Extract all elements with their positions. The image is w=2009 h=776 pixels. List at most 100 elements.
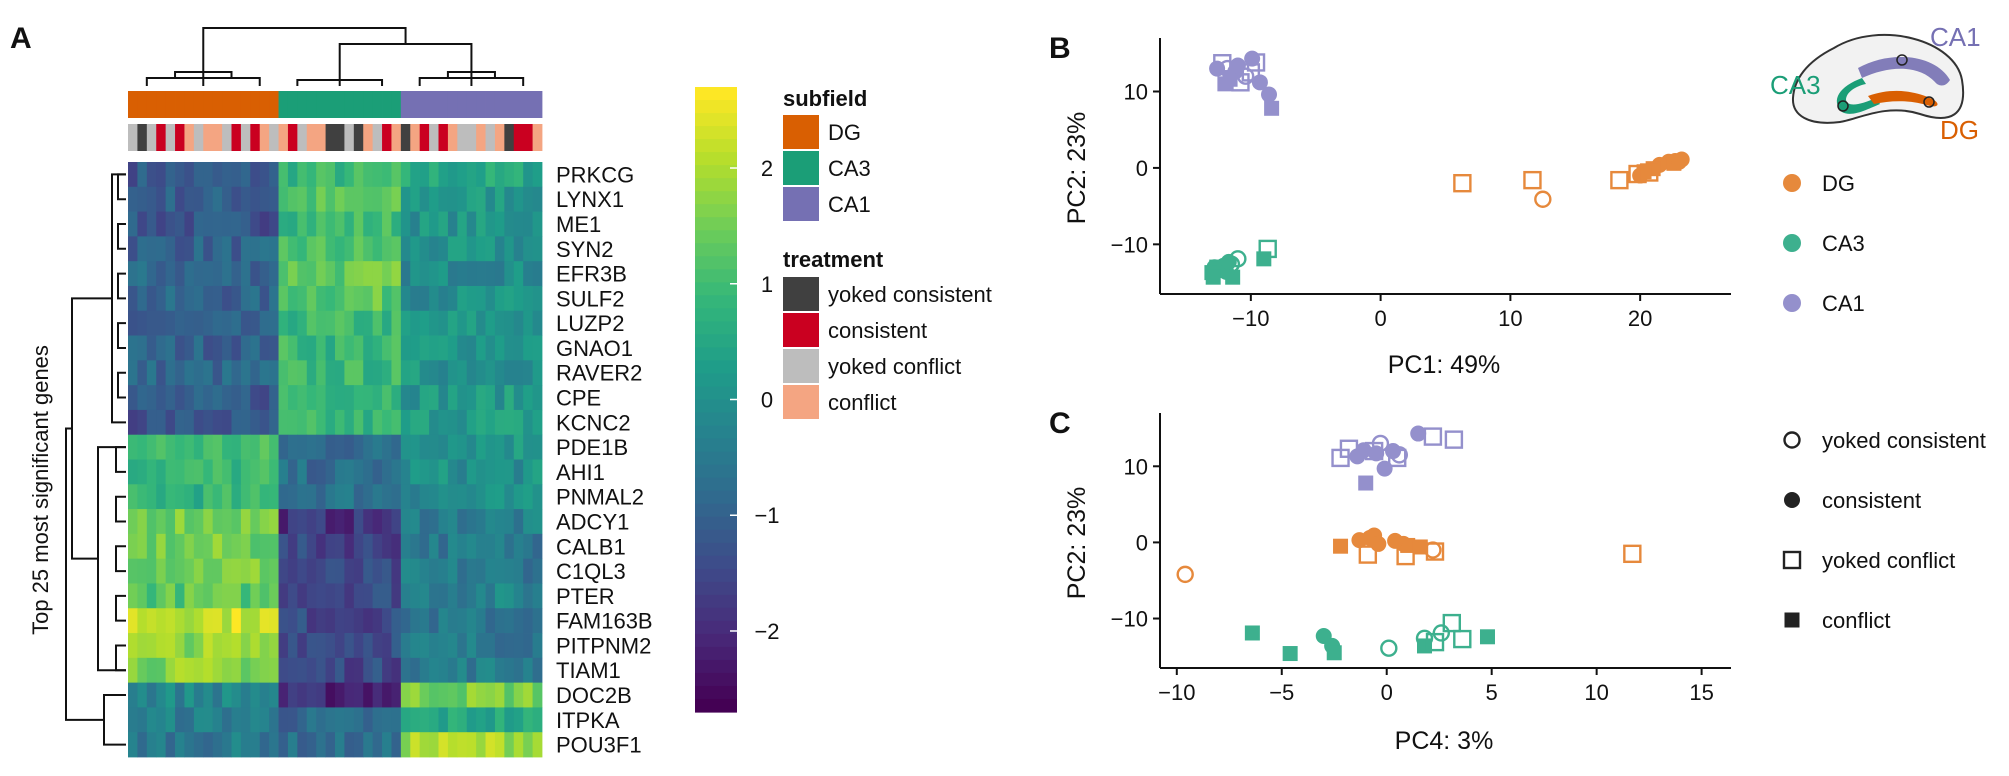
heatmap-cell: [231, 633, 242, 659]
heatmap-cell: [419, 657, 430, 684]
heatmap-cell: [438, 484, 449, 510]
colorbar-step: [695, 334, 737, 349]
heatmap-cell: [457, 434, 468, 460]
heatmap-cell: [391, 657, 402, 684]
treatment-bar-cell: [400, 124, 411, 151]
heatmap-cell: [128, 583, 138, 609]
heatmap-cell: [316, 484, 326, 510]
legend-swatch-ca1: [783, 187, 819, 221]
heatmap-cell: [137, 360, 148, 386]
heatmap-cell: [372, 732, 383, 758]
heatmap-cell: [325, 707, 336, 733]
colorbar-step: [695, 360, 737, 375]
heatmap-cell: [165, 682, 176, 708]
heatmap-cell: [353, 385, 364, 411]
data-point-consistent: [1261, 86, 1278, 103]
heatmap-cell: [457, 608, 468, 634]
heatmap-cell: [250, 459, 261, 485]
heatmap-cell: [184, 211, 195, 237]
heatmap-cell: [231, 285, 242, 312]
legend-label: yoked consistent: [828, 282, 992, 307]
heatmap-cell: [240, 509, 251, 535]
heatmap-cell: [429, 211, 439, 237]
heatmap-cell: [476, 335, 486, 361]
heatmap-cell: [175, 732, 185, 758]
heatmap-cell: [137, 310, 148, 336]
heatmap-cell: [156, 186, 167, 212]
panel-c-axes: −10 −5 0 5 10 15 10 0 −10: [1111, 413, 1731, 705]
data-point-yoked-conflict: [1444, 430, 1464, 449]
heatmap-cell: [447, 558, 458, 584]
inset-label-ca3: CA3: [1770, 70, 1821, 100]
dendrogram-branch: [202, 27, 407, 86]
heatmap-cell: [316, 509, 326, 535]
heatmap-cell: [382, 509, 392, 535]
colorbar-step: [695, 165, 737, 179]
heatmap-cell: [325, 633, 336, 659]
heatmap-cell: [146, 385, 157, 411]
heatmap-cell: [504, 310, 515, 336]
data-point-conflict: [1784, 612, 1800, 628]
heatmap-cell: [447, 657, 458, 684]
heatmap-cell: [504, 162, 515, 188]
heatmap-cell: [306, 484, 317, 510]
heatmap-cell: [250, 682, 261, 708]
heatmap-cell: [532, 682, 543, 708]
heatmap-cell: [193, 459, 204, 485]
colorbar-step: [695, 568, 737, 583]
dg-sample-dot: [1923, 96, 1935, 108]
heatmap-cell: [212, 335, 223, 361]
heatmap-cell: [222, 261, 232, 287]
heatmap-cell: [203, 310, 214, 336]
heatmap-cell: [222, 484, 232, 510]
heatmap-cell: [466, 682, 477, 708]
subfield-bar-cell: [391, 91, 402, 118]
heatmap-cell: [297, 707, 308, 733]
colorbar-step: [695, 100, 737, 114]
heatmap-cell: [523, 385, 533, 411]
legend-label: yoked consistent: [1822, 428, 1986, 453]
heatmap-cell: [400, 409, 411, 436]
heatmap-cell: [156, 533, 167, 560]
heatmap-cell: [175, 533, 185, 560]
heatmap-cell: [297, 409, 308, 436]
heatmap-cell: [335, 310, 345, 336]
heatmap-cell: [222, 732, 232, 758]
heatmap-cell: [513, 434, 524, 460]
heatmap-cell: [203, 608, 214, 634]
heatmap-cell: [438, 434, 449, 460]
colorbar-step: [695, 425, 737, 440]
heatmap-cell: [287, 310, 298, 336]
heatmap-cell: [476, 310, 486, 336]
heatmap-cell: [250, 608, 261, 634]
heatmap-cell: [335, 707, 345, 733]
heatmap-cell: [513, 509, 524, 535]
heatmap-cell: [165, 583, 176, 609]
heatmap-cell: [278, 459, 289, 485]
heatmap-cell: [203, 409, 214, 436]
heatmap-cell: [316, 285, 326, 312]
heatmap-cell: [175, 261, 185, 287]
heatmap-cell: [137, 533, 148, 560]
heatmap-cell: [391, 310, 402, 336]
heatmap-cell: [287, 211, 298, 237]
colorbar-step: [695, 412, 737, 427]
subfield-bar-cell: [175, 91, 185, 118]
heatmap-cell: [485, 682, 496, 708]
heatmap-cell: [128, 261, 138, 287]
heatmap-cell: [485, 484, 496, 510]
heatmap-cell: [165, 211, 176, 237]
colorbar-step: [695, 607, 737, 622]
legend-swatch: [783, 313, 819, 347]
colorbar-step: [695, 659, 737, 674]
heatmap-cell: [156, 360, 167, 386]
heatmap-cell: [504, 236, 515, 262]
heatmap-cell: [485, 236, 496, 262]
heatmap-cell: [523, 707, 533, 733]
heatmap-cell: [146, 162, 157, 188]
heatmap-cell: [485, 335, 496, 361]
heatmap-cell: [363, 509, 374, 535]
heatmap-cell: [316, 583, 326, 609]
subfield-bar-cell: [410, 91, 421, 118]
heatmap-cell: [382, 162, 392, 188]
